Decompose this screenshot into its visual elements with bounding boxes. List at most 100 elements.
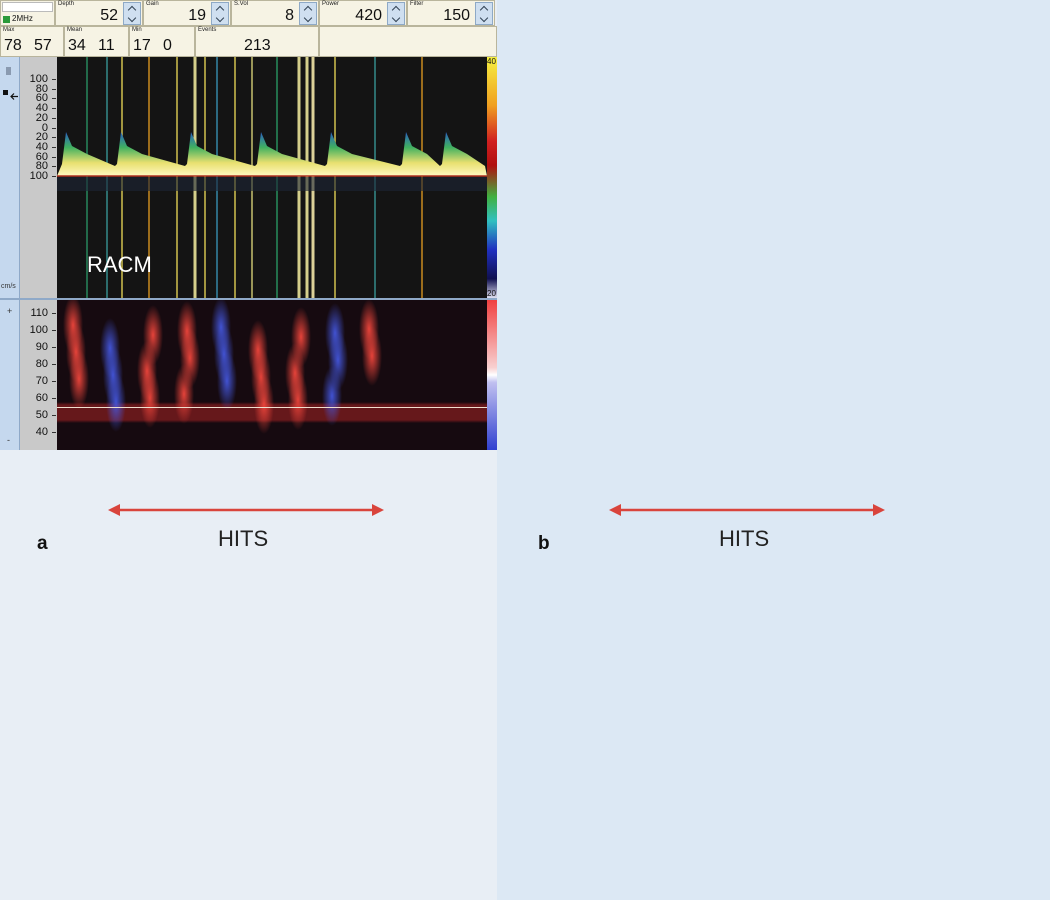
figure: 2MHzDepth50Gain31S.Vol8Power420Filter150… <box>0 0 1050 573</box>
setting-field: Power 420 <box>319 0 407 26</box>
spectrum-tick-label: 20 <box>35 131 48 144</box>
spin-button[interactable] <box>387 2 405 25</box>
setting-value: 150 <box>443 7 470 24</box>
page: 2MHzDepth50Gain31S.Vol8Power420Filter150… <box>0 0 1050 573</box>
mmode-tick-label: 90 <box>35 341 48 353</box>
setting-label: Gain <box>146 1 159 7</box>
unit-label: cm/s <box>1 283 16 290</box>
spectrum-tick-label: 100 <box>29 170 48 182</box>
spectrum-tick-label: 0 <box>41 121 48 134</box>
mmode-tick-mark <box>52 415 56 416</box>
mmode-tick-label: 80 <box>35 358 48 370</box>
spectrum-tick-label: 20 <box>35 111 48 124</box>
setting-label: S.Vol <box>234 1 249 7</box>
readout-label: Events <box>198 27 217 33</box>
mmode-tick-mark <box>52 381 56 382</box>
color-bar-label: 20 <box>487 289 496 298</box>
readout-field: Min 17 0 <box>129 26 195 57</box>
spectrum-tick-label: 40 <box>35 140 48 153</box>
setting-value: 19 <box>188 7 206 24</box>
reverse-flow <box>57 177 487 191</box>
sidebar <box>0 57 20 450</box>
readout-value: 57 <box>34 37 52 54</box>
mmode-tick-label: 100 <box>29 324 48 336</box>
spectrum-tick-label: 100 <box>29 73 48 85</box>
readout-value: 213 <box>244 37 271 54</box>
spectrum-tick-mark <box>52 146 56 148</box>
panel-letter: a <box>37 533 48 554</box>
spectrum-tick-mark <box>52 137 56 139</box>
mmode-tick-label: 40 <box>35 426 48 438</box>
readout-field: Events 213 <box>195 26 319 57</box>
setting-field: Gain 19 <box>143 0 231 26</box>
mmode-sign: + <box>7 306 13 316</box>
spectrum-tick-mark <box>52 127 56 129</box>
mmode-tick-mark <box>52 347 56 348</box>
spectrum-tick-label: 60 <box>35 150 48 163</box>
readout-label: Min <box>132 27 142 33</box>
readout-value: 78 <box>4 37 22 54</box>
setting-label: Power <box>322 1 340 7</box>
color-bar: 40 20 <box>487 57 497 298</box>
setting-field: Filter 150 <box>407 0 495 26</box>
probe-selector: 2MHz <box>0 0 55 26</box>
spectrum-tick-mark <box>52 79 56 80</box>
direction-arrow <box>10 88 19 100</box>
readout-value: 17 <box>133 37 151 54</box>
readout-label: Mean <box>67 27 83 33</box>
spin-button[interactable] <box>123 2 141 25</box>
spectrum-tick-label: 80 <box>35 82 48 95</box>
mmode-tick-mark <box>52 432 56 433</box>
spectrum-tick-mark <box>52 156 56 158</box>
mmode-tick-label: 50 <box>35 409 48 421</box>
hits-label: HITS <box>719 526 770 551</box>
readout-value: 34 <box>68 37 86 54</box>
spectrum-tick-mark <box>52 88 56 90</box>
mmode-tick-label: 70 <box>35 375 48 387</box>
spectrum-tick-mark <box>52 176 56 177</box>
mmode-tick-mark <box>52 313 56 314</box>
separator <box>0 298 497 300</box>
hits-arrow <box>106 502 386 518</box>
readout-field: Mean 34 11 <box>64 26 129 57</box>
color-bar-label: 40 <box>487 57 496 66</box>
arrow <box>10 93 18 100</box>
graphic <box>108 504 384 516</box>
hits-arrow <box>607 502 887 518</box>
readout-value: 0 <box>163 37 172 54</box>
spin-button[interactable] <box>211 2 229 25</box>
setting-label: Filter <box>410 1 424 7</box>
readout-value: 11 <box>98 37 115 54</box>
setting-label: Depth <box>58 1 75 7</box>
probe-color <box>3 16 10 23</box>
mmode-sign: - <box>7 435 10 445</box>
spin-button[interactable] <box>475 2 493 25</box>
spectrum-tick-label: 60 <box>35 92 48 105</box>
setting-field: S.Vol 8 <box>231 0 319 26</box>
sample-line <box>57 407 487 408</box>
direction-icon <box>3 90 8 95</box>
panel-letter: b <box>538 533 550 554</box>
mmode-plot <box>57 300 487 450</box>
mmode-tick-mark <box>52 398 56 399</box>
readout-field: Max 78 57 <box>0 26 64 57</box>
readout-empty <box>319 26 497 57</box>
spectrum-tick-mark <box>52 117 56 119</box>
spin-button[interactable] <box>299 2 317 25</box>
setting-value: 52 <box>100 7 118 24</box>
vessel-label: RACM <box>87 252 152 277</box>
mmode-tick-label: 60 <box>35 392 48 404</box>
probe-frequency: 2MHz <box>12 14 33 23</box>
setting-value: 8 <box>285 7 294 24</box>
mmode-color-bar <box>487 300 497 450</box>
mmode-tick-label: 110 <box>30 307 48 319</box>
mmode-tick-mark <box>52 364 56 365</box>
spectrum-tick-label: 40 <box>35 102 48 115</box>
spectrum-plot: RACM <box>57 57 487 298</box>
setting-value: 420 <box>355 7 382 24</box>
spectrum-tick-mark <box>52 108 56 110</box>
sidebar-icon <box>6 67 11 75</box>
setting-field: Depth 52 <box>55 0 143 26</box>
readout-label: Max <box>3 27 15 33</box>
